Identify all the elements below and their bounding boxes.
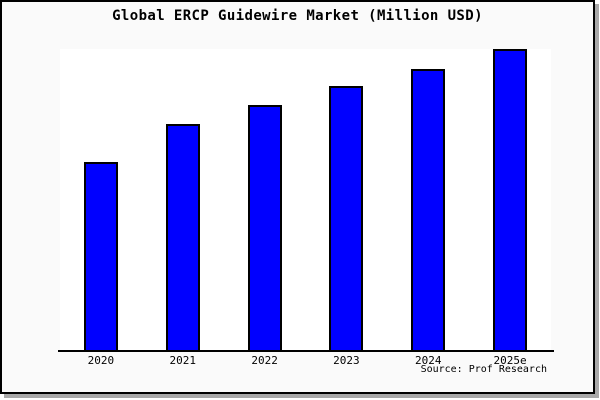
bar-2022	[247, 105, 282, 351]
x-tick-label-2025e: 2025e	[493, 354, 527, 367]
x-tick-label-2023: 2023	[333, 354, 360, 367]
source-credit: Source: Prof Research	[420, 364, 547, 375]
bar-2025e	[493, 49, 528, 351]
x-tick-label-2024: 2024	[415, 354, 442, 367]
x-axis-labels: 2020 2021 2022 2023 2024 2025e	[60, 354, 551, 368]
chart-title: Global ERCP Guidewire Market (Million US…	[112, 8, 483, 24]
x-tick-label-2020: 2020	[87, 354, 115, 367]
chart-canvas: Global ERCP Guidewire Market (Million US…	[0, 0, 595, 394]
bar-2024	[411, 69, 446, 351]
x-axis-line	[58, 350, 554, 352]
plot-area	[60, 49, 551, 351]
bar-2021	[165, 124, 200, 351]
bar-2020	[83, 162, 118, 351]
x-tick-label-2021: 2021	[169, 354, 197, 367]
x-tick-label-2022: 2022	[251, 354, 278, 367]
bar-2023	[329, 86, 364, 351]
